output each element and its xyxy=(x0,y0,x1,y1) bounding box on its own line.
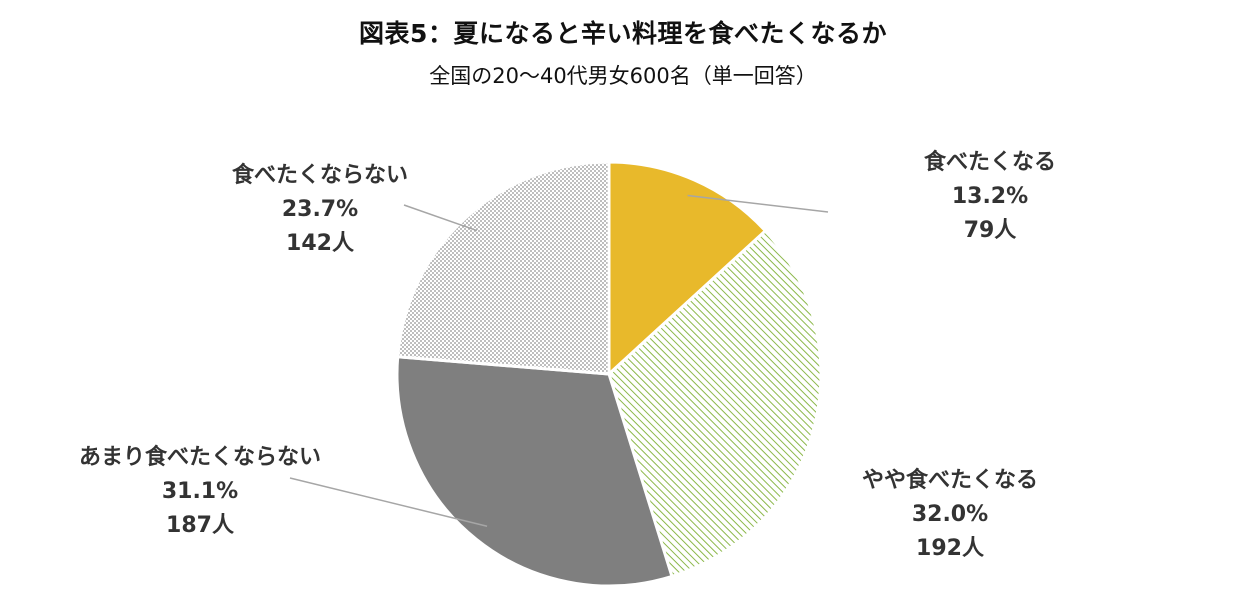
leader-line-amari-shokubetakunaranai xyxy=(289,477,488,527)
chart-subtitle: 全国の20～40代男女600名（単一回答） xyxy=(429,64,817,88)
slice-label-count: 187人 xyxy=(166,513,234,538)
pie-slice-shokubetakunaranai xyxy=(396,160,611,376)
slice-label-name: 食べたくならない xyxy=(231,163,408,188)
slice-label-name: やや食べたくなる xyxy=(861,468,1038,493)
slice-label-shokubetakunaranai: 食べたくならない 23.7% 142人 xyxy=(200,159,440,261)
slice-label-amari-shokubetakunaranai: あまり食べたくならない 31.1% 187人 xyxy=(50,441,350,543)
slice-label-name: あまり食べたくならない xyxy=(78,445,321,470)
slice-label-count: 79人 xyxy=(963,218,1017,243)
slice-label-count: 142人 xyxy=(286,231,354,256)
pie-slice-amari-shokubetakunaranai xyxy=(395,355,674,588)
leader-line-shokubetakunaranai xyxy=(403,204,478,232)
leader-line-shokubetakunaru xyxy=(687,194,829,213)
slice-label-shokubetakunaru: 食べたくなる 13.2% 79人 xyxy=(880,146,1100,248)
pie-slice-yaya-shokubetakunaru xyxy=(607,228,823,579)
slice-label-percent: 31.1% xyxy=(161,479,239,504)
slice-label-percent: 13.2% xyxy=(951,184,1029,209)
slice-label-yaya-shokubetakunaru: やや食べたくなる 32.0% 192人 xyxy=(830,464,1070,566)
slice-label-name: 食べたくなる xyxy=(923,150,1056,175)
pie-slice-shokubetakunaru xyxy=(607,160,768,378)
slice-label-percent: 32.0% xyxy=(911,502,989,527)
slice-label-count: 192人 xyxy=(916,536,984,561)
chart-title: 図表5：夏になると辛い料理を食べたくなるか xyxy=(359,19,887,48)
slice-label-percent: 23.7% xyxy=(281,197,359,222)
